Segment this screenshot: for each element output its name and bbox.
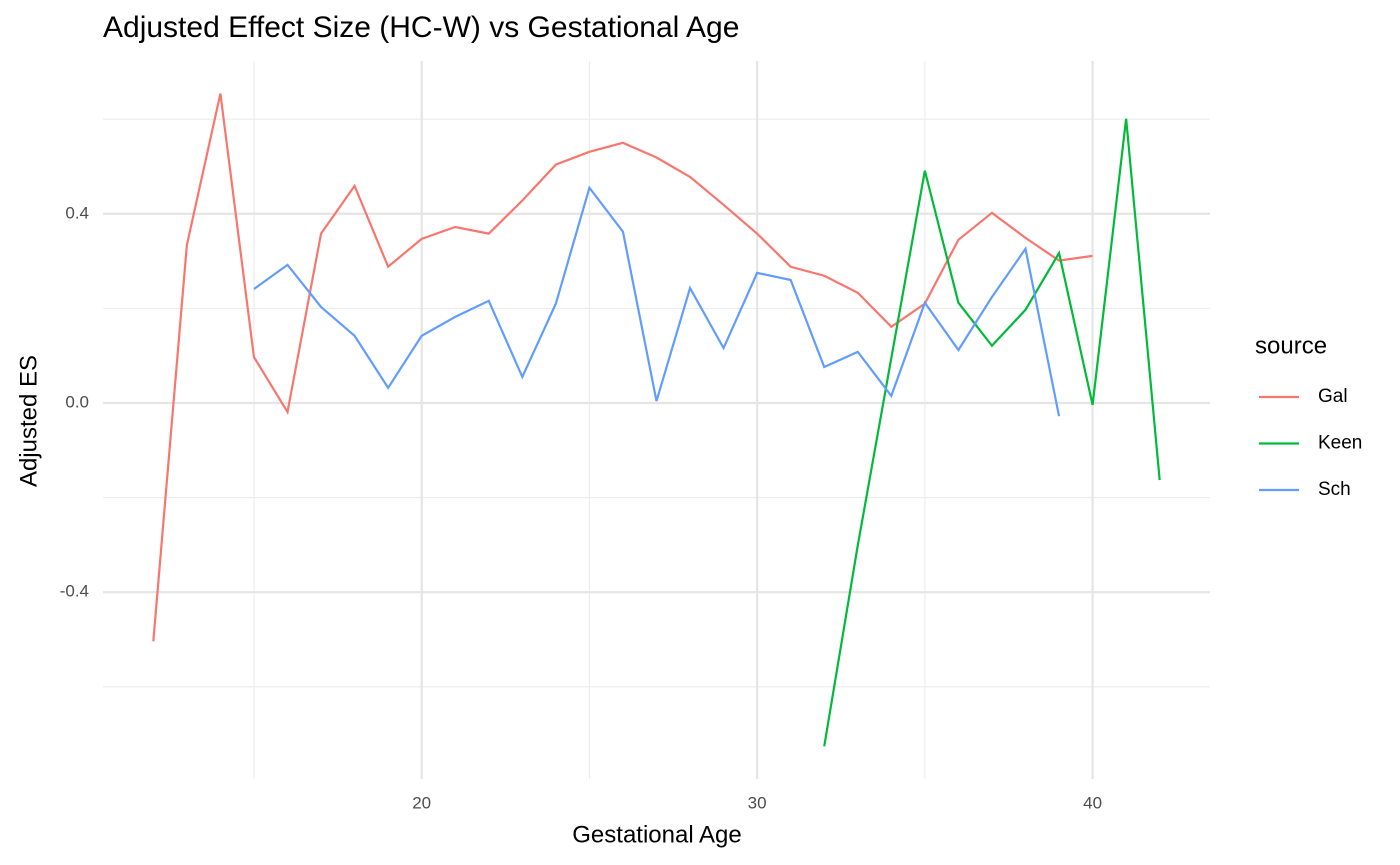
legend-label: Sch	[1318, 479, 1351, 500]
x-axis-label: Gestational Age	[572, 821, 741, 848]
y-tick-label: -0.4	[60, 582, 89, 601]
line	[253, 185, 1061, 417]
line	[152, 93, 1093, 642]
legend-label: Keen	[1318, 433, 1362, 454]
y-axis-label: Adjusted ES	[15, 355, 42, 487]
x-tick-label: 30	[748, 793, 767, 812]
x-tick-label: 20	[412, 793, 431, 812]
y-tick-label: 0.4	[65, 203, 89, 222]
y-tick-label: 0.0	[65, 392, 89, 411]
chart-title: Adjusted Effect Size (HC-W) vs Gestation…	[103, 11, 739, 44]
legend-label: Gal	[1318, 386, 1348, 407]
x-tick-label: 40	[1083, 793, 1102, 812]
legend-title: source	[1255, 332, 1327, 359]
line	[823, 118, 1161, 747]
